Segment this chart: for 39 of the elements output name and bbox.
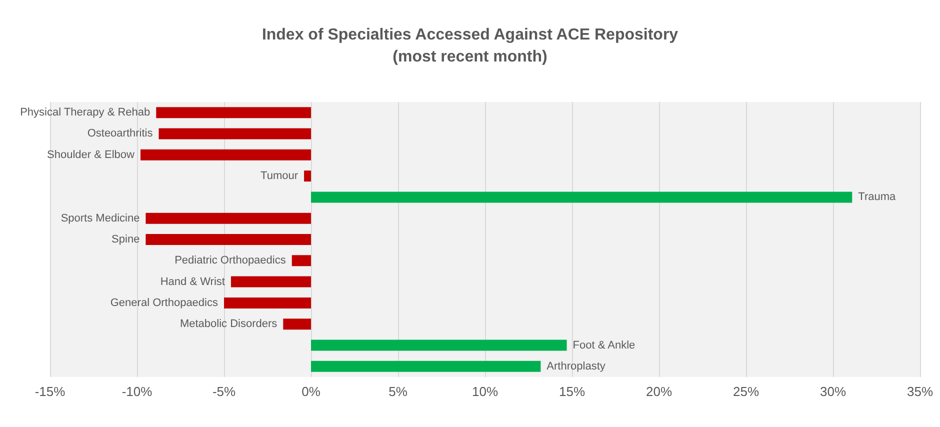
bar — [140, 149, 311, 160]
x-tick-label: 0% — [302, 384, 321, 399]
x-tick-label: -5% — [212, 384, 236, 399]
x-tick-label: -10% — [122, 384, 153, 399]
bar — [224, 297, 311, 308]
x-tick-label: 20% — [646, 384, 672, 399]
y-tick-label: Shoulder & Elbow — [47, 148, 135, 161]
bar — [304, 170, 311, 182]
bar — [230, 276, 311, 288]
y-tick-label: Trauma — [858, 191, 897, 204]
y-tick-label: Arthroplasty — [546, 360, 606, 372]
bar — [311, 340, 567, 351]
x-tick-label: 35% — [906, 384, 934, 399]
bar — [311, 192, 852, 203]
y-tick-label: Metabolic Disorders — [180, 318, 278, 330]
y-tick-label: Pediatric Orthopaedics — [174, 254, 286, 267]
chart-subtitle: (most recent month) — [392, 48, 548, 66]
bar — [292, 255, 311, 266]
y-tick-label: General Orthopaedics — [110, 296, 218, 309]
y-tick-label: Sports Medicine — [60, 212, 140, 224]
x-tick-label: 30% — [820, 384, 846, 399]
y-tick-label: Osteoarthritis — [87, 128, 154, 140]
bar — [311, 360, 541, 372]
bar — [283, 318, 311, 330]
x-tick-label: -15% — [34, 384, 66, 399]
y-tick-label: Foot & Ankle — [572, 339, 636, 352]
y-tick-label: Hand & Wrist — [160, 276, 225, 288]
x-tick-label: 5% — [388, 384, 408, 399]
y-tick-label: Physical Therapy & Rehab — [20, 106, 150, 119]
chart-title: Index of Specialties Accessed Against ACE Repository — [262, 26, 678, 44]
x-tick-label: 25% — [732, 384, 760, 399]
bar — [146, 212, 311, 224]
y-tick-label: Spine — [112, 234, 140, 246]
bar — [156, 107, 311, 118]
x-tick-label: 15% — [558, 384, 586, 399]
x-tick-label: 10% — [472, 384, 498, 399]
y-tick-label: Tumour — [260, 170, 298, 182]
bar — [158, 128, 311, 140]
bar — [146, 234, 311, 245]
